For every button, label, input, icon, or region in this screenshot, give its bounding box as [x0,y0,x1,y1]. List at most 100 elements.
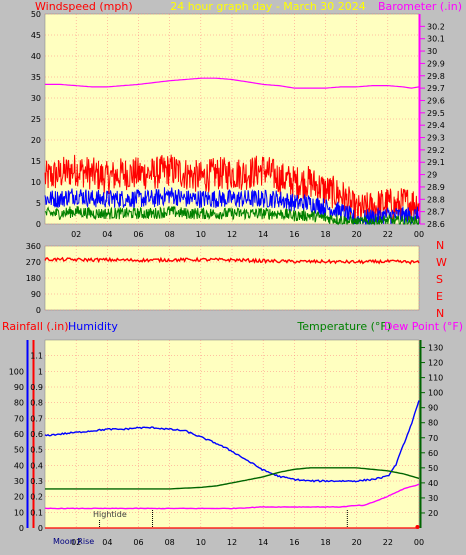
climate-x-tick-label: 08 [165,538,175,547]
wind-y-tick-label: 0 [36,220,41,229]
temperature-tick-label: 50 [428,464,438,473]
temperature-tick-label: 130 [428,344,443,353]
temperature-tick-label: 40 [428,479,438,488]
humidity-tick-label: 90 [14,383,24,392]
direction-y-tick-label: 0 [36,306,41,315]
rainfall-tick-label: 0.8 [30,399,43,408]
wind-x-tick-label: 14 [258,230,268,239]
hightide-annotation: Hightide [93,510,127,519]
wind-y-tick-label: 35 [31,73,41,82]
climate-x-tick-label: 20 [352,538,362,547]
rain-marker [415,525,420,529]
wind-x-tick-label: 04 [102,230,112,239]
climate-x-tick-label: 00 [414,538,424,547]
direction-y-tick-label: 90 [31,290,41,299]
rainfall-tick-label: 0.1 [30,508,43,517]
barometer-tick-label: 29.1 [427,158,445,167]
wind-y-tick-label: 10 [31,178,41,187]
climate-x-tick-label: 04 [102,538,112,547]
humidity-tick-label: 30 [14,477,24,486]
wind-minimum-series [44,206,420,226]
rainfall-tick-label: 1 [38,367,43,376]
dewpoint-label: Dew Point (°F) [384,320,463,333]
wind-y-tick-label: 25 [31,115,41,124]
temperature-series [45,467,420,490]
wind-x-tick-label: 12 [227,230,237,239]
wind-x-tick-label: 02 [71,230,81,239]
climate-x-tick-label: 22 [383,538,393,547]
moon-rise-annotation: Moon Rise [53,537,94,546]
direction-letter-n-bottom: N [436,307,444,320]
humidity-tick-label: 40 [14,461,24,470]
direction-letter-w: W [436,256,447,269]
direction-letter-s: S [436,273,443,286]
rainfall-tick-label: 0 [38,524,43,533]
wind-y-tick-label: 40 [31,52,41,61]
wind-x-tick-label: 16 [289,230,299,239]
direction-y-tick-label: 270 [26,258,41,267]
wind-y-tick-label: 30 [31,94,41,103]
climate-x-tick-label: 12 [227,538,237,547]
wind-x-tick-label: 00 [414,230,424,239]
wind-direction-series [44,256,420,265]
temperature-tick-label: 120 [428,359,443,368]
barometer-tick-label: 30.1 [427,35,445,44]
temperature-tick-label: 60 [428,449,438,458]
humidity-tick-label: 20 [14,493,24,502]
temperature-tick-label: 20 [428,509,438,518]
direction-y-tick-label: 180 [26,274,41,283]
barometer-tick-label: 28.6 [427,220,445,229]
barometer-label: Barometer (.in) [378,0,462,13]
chart-title: 24 hour graph day - March 30 2024 [170,0,366,13]
rainfall-label: Rainfall (.in) [2,320,69,333]
humidity-tick-label: 10 [14,508,24,517]
barometer-tick-label: 30 [427,47,437,56]
rainfall-tick-label: 0.4 [30,461,43,470]
climate-x-tick-label: 16 [289,538,299,547]
temperature-tick-label: 70 [428,434,438,443]
humidity-series [44,400,420,483]
barometer-tick-label: 29.5 [427,109,445,118]
temperature-tick-label: 100 [428,389,443,398]
climate-x-tick-label: 18 [320,538,330,547]
temperature-tick-label: 80 [428,419,438,428]
wind-y-tick-label: 5 [36,199,41,208]
climate-x-tick-label: 10 [196,538,206,547]
barometer-tick-label: 28.7 [427,208,445,217]
humidity-tick-label: 50 [14,446,24,455]
windspeed-label: Windspeed (mph) [35,0,133,13]
humidity-tick-label: 100 [9,367,24,376]
humidity-label: Humidity [68,320,118,333]
wind-gust-series [44,154,420,225]
barometer-tick-label: 29.6 [427,96,445,105]
direction-letter-n-top: N [436,239,444,252]
temperature-tick-label: 90 [428,404,438,413]
barometer-tick-label: 29.3 [427,134,445,143]
barometer-tick-label: 28.8 [427,195,445,204]
wind-x-tick-label: 08 [165,230,175,239]
wind-x-tick-label: 10 [196,230,206,239]
rainfall-tick-label: 0.5 [30,446,43,455]
rainfall-tick-label: 0.6 [30,430,43,439]
rainfall-tick-label: 0.7 [30,414,43,423]
temperature-tick-label: 110 [428,374,443,383]
barometer-tick-label: 29.8 [427,72,445,81]
barometer-tick-label: 29.4 [427,121,445,130]
data-series [44,77,420,529]
temperature-label: Temperature (°F) [296,320,391,333]
rainfall-tick-label: 0.2 [30,493,43,502]
climate-x-tick-label: 02 [71,538,81,547]
humidity-tick-label: 0 [19,524,24,533]
barometer-tick-label: 29 [427,171,437,180]
barometer-tick-label: 29.9 [427,59,445,68]
wind-x-tick-label: 22 [383,230,393,239]
barometer-tick-label: 29.7 [427,84,445,93]
direction-letter-e: E [436,290,443,303]
dewpoint-series [44,483,420,510]
wind-y-tick-label: 15 [31,157,41,166]
temperature-tick-label: 30 [428,494,438,503]
direction-y-tick-label: 360 [26,242,41,251]
wind-y-tick-label: 50 [31,10,41,19]
